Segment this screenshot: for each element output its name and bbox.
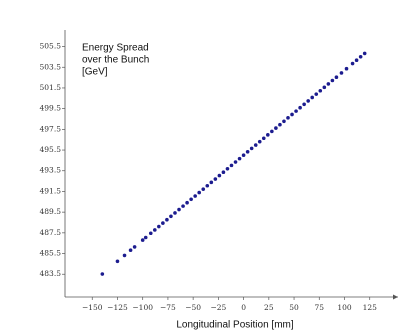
point <box>153 228 157 232</box>
x-tick-label: −125 <box>107 303 128 312</box>
y-tick-label: 487.5 <box>40 228 62 237</box>
x-axis-arrow <box>393 294 398 300</box>
point <box>128 248 133 253</box>
point <box>302 102 306 107</box>
y-tick-label: 499.5 <box>40 104 62 113</box>
y-label: over the Bunch <box>82 55 149 66</box>
point <box>225 166 230 171</box>
point <box>161 221 165 225</box>
point <box>334 75 339 79</box>
x-label: Longitudinal Position [mm] <box>176 320 294 331</box>
point <box>298 105 302 110</box>
y-tick-label: 491.5 <box>40 186 62 195</box>
point <box>233 160 238 164</box>
y-tick-label: 505.5 <box>40 42 62 51</box>
point <box>213 177 218 181</box>
x-tick-label: 25 <box>264 303 274 312</box>
x-tick-label: 125 <box>363 303 378 312</box>
point <box>201 187 206 191</box>
x-tick-label: −50 <box>185 303 201 312</box>
y-tick-label: 485.5 <box>40 249 62 258</box>
point <box>362 51 367 56</box>
point <box>326 82 331 86</box>
x-tick-label: −150 <box>82 303 103 312</box>
point <box>310 95 315 100</box>
point <box>274 126 278 130</box>
point <box>100 272 105 276</box>
point <box>339 71 344 75</box>
point <box>318 88 323 93</box>
point <box>344 66 349 71</box>
point <box>143 235 148 240</box>
point <box>148 231 153 236</box>
x-tick-label: 0 <box>241 303 246 312</box>
point <box>209 180 214 185</box>
point <box>169 214 173 219</box>
point <box>237 156 242 161</box>
point <box>290 112 294 117</box>
point <box>173 211 177 215</box>
point <box>241 153 246 158</box>
point <box>140 238 145 242</box>
point <box>157 224 161 229</box>
x-tick-label: −100 <box>132 303 153 312</box>
point <box>261 136 266 141</box>
x-tick-label: 100 <box>337 303 352 312</box>
point <box>122 253 127 258</box>
x-tick-label: 50 <box>289 303 299 312</box>
point <box>245 150 250 154</box>
y-tick-label: 497.5 <box>40 124 62 133</box>
y-label: [GeV] <box>82 67 108 78</box>
point <box>221 170 226 174</box>
point <box>354 58 359 63</box>
point <box>306 99 310 103</box>
y-tick-label: 489.5 <box>40 207 62 216</box>
x-tick-label: −75 <box>160 303 176 312</box>
point <box>257 139 262 144</box>
y-tick-label: 495.5 <box>40 145 62 154</box>
point <box>197 190 202 195</box>
y-tick-label: 483.5 <box>40 269 62 278</box>
point <box>217 173 222 178</box>
x-tick-label: −25 <box>210 303 226 312</box>
point <box>189 197 193 202</box>
y-tick-label: 501.5 <box>40 83 62 92</box>
point <box>185 200 189 205</box>
point <box>205 183 210 188</box>
y-label: Energy Spread <box>82 43 149 54</box>
point <box>249 146 254 151</box>
point <box>322 85 327 90</box>
point <box>115 259 120 264</box>
point <box>282 119 286 124</box>
point <box>193 194 197 198</box>
point <box>253 143 258 147</box>
point <box>266 133 270 137</box>
point <box>181 204 185 208</box>
point <box>330 78 335 83</box>
point <box>270 129 274 134</box>
point <box>314 92 319 96</box>
point <box>177 207 181 212</box>
point <box>132 245 137 249</box>
point <box>286 116 290 120</box>
point <box>294 109 298 113</box>
point <box>278 122 282 127</box>
point <box>165 217 169 222</box>
point <box>358 55 363 59</box>
x-tick-label: 75 <box>315 303 325 312</box>
y-tick-label: 503.5 <box>40 62 62 71</box>
y-tick-label: 493.5 <box>40 166 62 175</box>
point <box>229 163 234 168</box>
point <box>350 61 355 66</box>
